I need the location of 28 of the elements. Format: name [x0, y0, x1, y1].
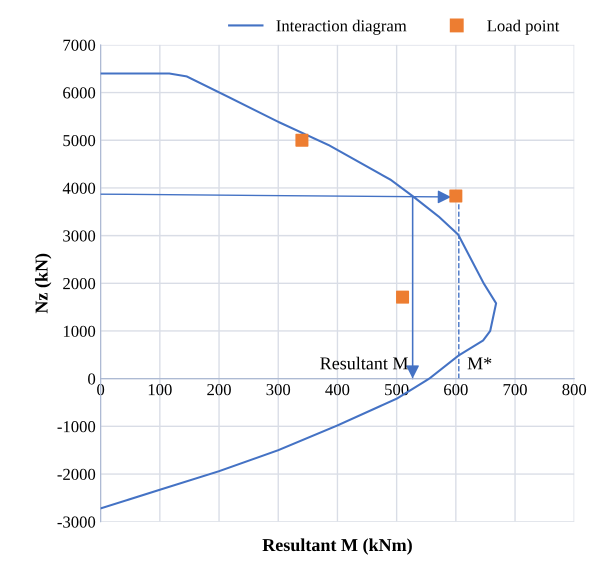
x-tick-label: 700 [504, 384, 527, 396]
x-tick-label: 600 [444, 384, 468, 396]
y-tick-label: 6000 [63, 87, 96, 99]
y-tick-label: 3000 [63, 230, 96, 242]
x-tick-label: 200 [207, 384, 231, 396]
point [449, 190, 462, 203]
x-tick-label: 0 [97, 384, 104, 396]
x-tick-label: 300 [266, 384, 290, 396]
y-tick-label: 1000 [64, 326, 96, 337]
ref-line-label: Resultant M [320, 356, 408, 370]
y-tick-label: 5000 [63, 134, 96, 146]
y-tick-label: -3000 [58, 516, 96, 528]
y-tick-label: -2000 [58, 468, 96, 480]
y-tick-label: 4000 [62, 182, 96, 194]
y-tick-label: 2000 [63, 278, 96, 290]
y-tick-label: 7000 [64, 40, 96, 51]
ref-line-label: M* [468, 357, 492, 370]
x-tick-label: 100 [148, 384, 172, 396]
point [295, 134, 308, 147]
x-tick-label: 400 [325, 384, 350, 396]
legend-label: Load point [487, 20, 560, 35]
y-axis-title: Nz (kN) [34, 254, 52, 314]
y-tick-label: 0 [88, 373, 96, 385]
x-axis-title: Resultant M (kNm) [262, 538, 412, 555]
point [396, 290, 410, 304]
y-tick-label: -1000 [58, 421, 96, 432]
x-tick-label: 800 [562, 384, 586, 396]
legend-label: Interaction diagram [276, 20, 406, 35]
